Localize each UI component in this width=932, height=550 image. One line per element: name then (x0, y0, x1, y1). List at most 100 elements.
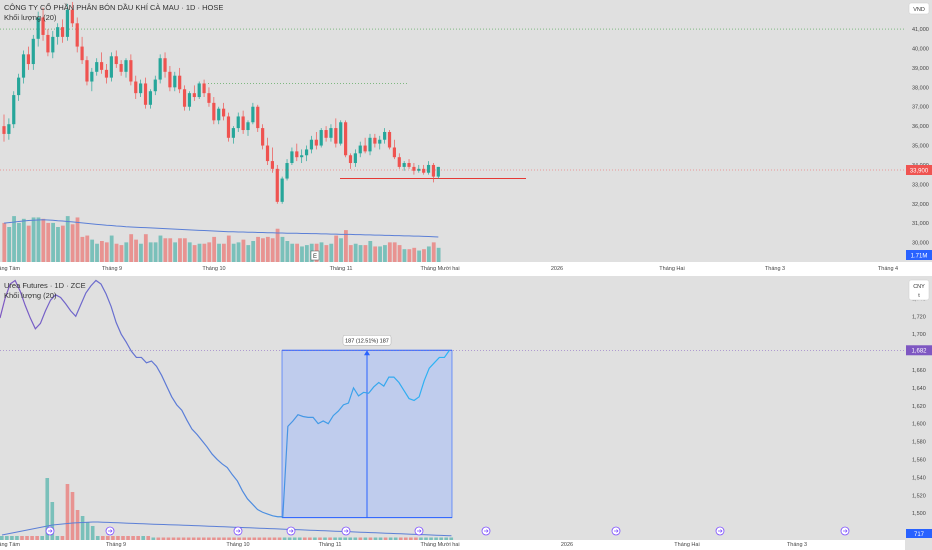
top-volume-bar (275, 228, 280, 262)
candle-body (246, 122, 250, 131)
bottom-x-tick-label: Tháng 9 (106, 542, 126, 548)
candle-body (426, 164, 431, 173)
candle-body (344, 122, 348, 156)
top-volume-bar (36, 217, 41, 262)
candle-body (143, 83, 148, 105)
top-y-tick-label: 39,000 (912, 66, 929, 72)
measure-label: 187 (12.51%) 187 (345, 338, 389, 344)
top-volume-bar (100, 241, 104, 262)
bottom-volume-bar (186, 537, 191, 540)
candle-body (197, 83, 201, 98)
bottom-volume-ma-line (1, 521, 452, 537)
candle-body (139, 83, 143, 94)
candle-body (158, 58, 162, 80)
candle-body (12, 95, 16, 125)
bottom-volume-bar (166, 537, 171, 540)
top-volume-bar (426, 246, 431, 262)
top-volume-bar (431, 242, 436, 262)
event-marker-icon[interactable] (341, 526, 351, 536)
bottom-volume-bar (212, 537, 216, 540)
event-marker-icon[interactable] (286, 526, 296, 536)
top-volume-bar (334, 235, 339, 262)
candle-body (231, 128, 235, 138)
pane-divider[interactable] (0, 272, 932, 276)
bottom-volume-bar (272, 537, 277, 540)
top-volume-bar (285, 241, 290, 262)
event-marker-icon[interactable] (414, 526, 424, 536)
candle-body (207, 93, 211, 103)
bottom-y-tick-label: 1,500 (912, 511, 926, 517)
bottom-volume-bar (75, 510, 80, 540)
top-volume-bar (231, 243, 236, 262)
bottom-volume-bar (404, 537, 408, 540)
bottom-plot-area[interactable] (0, 276, 905, 540)
top-price-axis[interactable] (905, 0, 932, 262)
candle-body (114, 56, 118, 65)
bottom-volume-bar (318, 537, 322, 540)
bottom-currency-button[interactable] (908, 279, 930, 301)
bottom-x-tick-label: Tháng 3 (787, 542, 807, 548)
bottom-volume-bar (60, 536, 65, 540)
top-candles (2, 1, 440, 204)
top-x-tick-label: Tháng 9 (102, 266, 122, 272)
bottom-last-price-badge (906, 345, 932, 356)
bottom-volume-bar (116, 536, 120, 540)
candle-body (21, 54, 26, 78)
top-volume-label: Khối lượng (20) (4, 13, 57, 22)
candle-body (373, 137, 377, 144)
bottom-volume-bar (429, 537, 433, 540)
top-volume-bar (363, 245, 368, 262)
bottom-volume-bar (227, 537, 231, 540)
bottom-volume-bar (414, 537, 418, 540)
event-marker-icon[interactable] (233, 526, 243, 536)
top-plot-area[interactable] (0, 0, 905, 262)
top-volume-bar (402, 249, 407, 262)
top-pane[interactable]: 30,00031,00032,00033,00034,00035,00036,0… (0, 0, 932, 272)
top-volume-bar (417, 250, 421, 262)
top-volume-bar (270, 238, 275, 262)
top-volume-bar (168, 238, 173, 262)
bottom-volume-bar (131, 536, 135, 540)
top-volume-bar (368, 241, 373, 262)
event-marker-icon[interactable] (715, 526, 725, 536)
bottom-volume-bar (30, 536, 34, 540)
top-x-tick-label: Tháng 10 (202, 266, 225, 272)
candle-body (378, 139, 382, 144)
earnings-marker[interactable] (310, 250, 320, 261)
event-marker-icon[interactable] (481, 526, 491, 536)
candle-body (226, 116, 231, 138)
bottom-volume-bar (45, 478, 50, 540)
top-volume-bar (26, 225, 31, 262)
event-marker-icon[interactable] (611, 526, 621, 536)
top-y-tick-label: 35,000 (912, 144, 929, 150)
event-marker-icon[interactable] (45, 526, 55, 536)
bottom-price-axis[interactable] (905, 276, 932, 550)
top-volume-bar (358, 245, 363, 262)
bottom-event-markers[interactable] (45, 526, 850, 536)
bottom-volume-bar (40, 536, 44, 540)
top-volume-bar (134, 239, 138, 262)
candle-body (402, 163, 406, 167)
top-volume-bar (143, 234, 148, 262)
candle-body (285, 163, 289, 179)
bottom-volume-bar (202, 537, 206, 540)
top-volume-bar (41, 218, 46, 262)
top-currency-button[interactable] (908, 2, 930, 15)
top-volume-bar (378, 246, 382, 262)
bottom-volume-bar (449, 537, 454, 540)
bottom-pane[interactable]: 1,4801,5001,5201,5401,5601,5801,6001,620… (0, 276, 932, 550)
candle-body (334, 128, 338, 144)
bottom-volume-bar (323, 537, 327, 540)
top-volume-bar (373, 246, 378, 262)
event-marker-icon[interactable] (105, 526, 115, 536)
top-volume-bar (31, 217, 36, 262)
top-volume-bar (158, 235, 163, 262)
top-y-tick-label: 30,000 (912, 241, 929, 247)
top-last-price-text: 33,900 (910, 169, 929, 175)
bottom-volume-bar (373, 537, 378, 540)
candle-body (329, 128, 333, 138)
bottom-y-tick-label: 1,620 (912, 404, 926, 410)
event-marker-icon[interactable] (840, 526, 850, 536)
measure-label-box (342, 335, 392, 346)
